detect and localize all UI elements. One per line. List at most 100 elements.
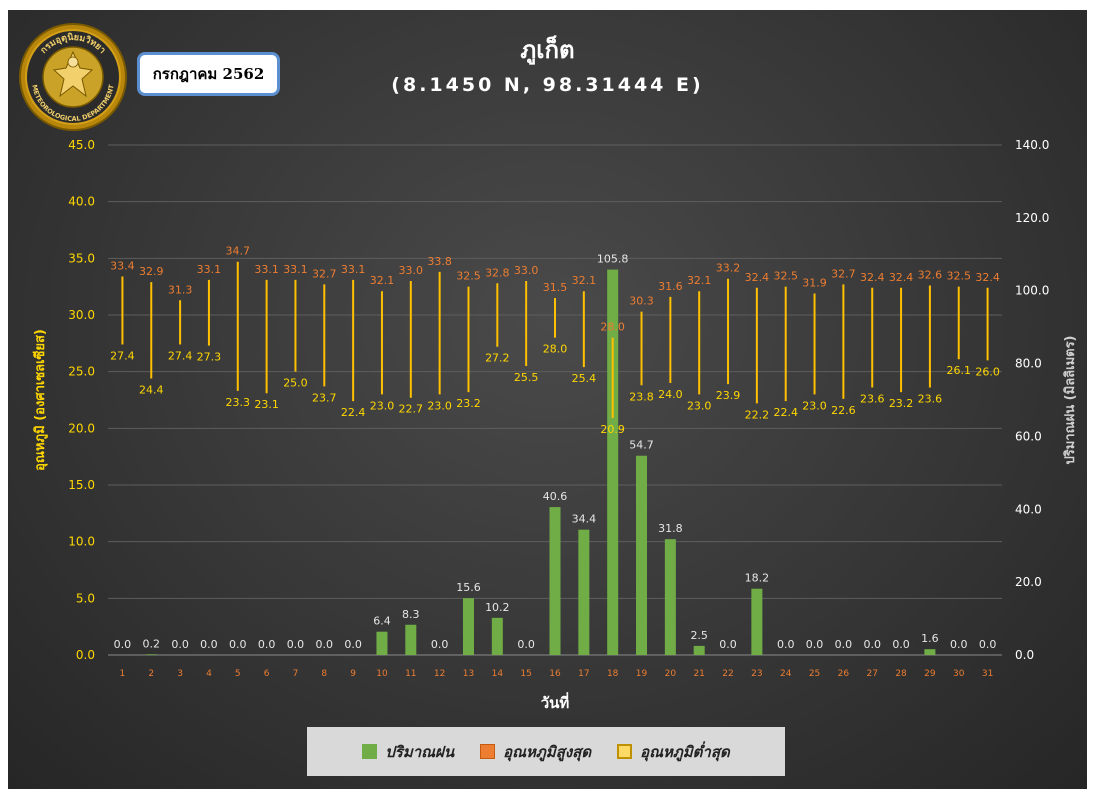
right-axis-tick-label: 20.0: [1015, 575, 1042, 589]
x-tick-label: 21: [693, 669, 704, 679]
rain-data-label: 40.6: [543, 490, 568, 503]
left-axis-tick-label: 0.0: [76, 648, 95, 662]
x-tick-label: 28: [895, 669, 907, 679]
max-temp-label: 33.0: [399, 264, 424, 277]
rain-data-label: 18.2: [745, 572, 770, 585]
min-temp-label: 27.3: [197, 351, 222, 364]
rain-bar: [405, 624, 417, 655]
x-tick-label: 16: [549, 669, 561, 679]
max-temp-label: 31.6: [658, 280, 683, 293]
legend-item-max-temp: อุณหภูมิสูงสุด: [480, 740, 591, 764]
right-axis-tick-label: 120.0: [1015, 211, 1049, 225]
rain-data-label: 105.8: [597, 253, 629, 266]
max-temp-label: 31.9: [802, 276, 827, 289]
min-temp-label: 25.5: [514, 371, 539, 384]
rain-data-label: 31.8: [658, 522, 683, 535]
rain-data-label: 8.3: [402, 608, 420, 621]
left-axis-tick-label: 15.0: [68, 478, 95, 492]
rain-data-label: 0.0: [171, 638, 189, 651]
max-temp-label: 32.4: [860, 271, 885, 284]
min-temp-label: 22.6: [831, 404, 856, 417]
max-temp-label: 32.5: [773, 270, 798, 283]
left-axis-tick-label: 40.0: [68, 195, 95, 209]
x-tick-label: 1: [120, 669, 126, 679]
max-temp-label: 32.9: [139, 265, 164, 278]
x-tick-label: 2: [148, 669, 154, 679]
legend-swatch-max-temp: [480, 744, 496, 759]
left-axis-tick-label: 5.0: [76, 591, 95, 605]
min-temp-label: 28.0: [543, 343, 568, 356]
left-axis-title: อุณหภูมิ (องศาเซลเซียส): [32, 329, 48, 471]
rain-data-label: 0.0: [835, 638, 853, 651]
x-tick-label: 9: [350, 669, 356, 679]
rain-bar: [578, 529, 590, 655]
x-tick-label: 18: [607, 669, 619, 679]
rain-data-label: 15.6: [456, 581, 481, 594]
max-temp-label: 32.4: [975, 271, 1000, 284]
max-temp-label: 32.7: [831, 267, 856, 280]
rain-bar: [549, 507, 561, 655]
rain-bar: [376, 631, 388, 655]
left-axis-tick-label: 30.0: [68, 308, 95, 322]
left-axis-tick-label: 20.0: [68, 421, 95, 435]
right-axis-tick-label: 60.0: [1015, 429, 1042, 443]
min-temp-label: 27.4: [168, 349, 193, 362]
rain-data-label: 0.0: [863, 638, 881, 651]
min-temp-label: 23.2: [889, 397, 914, 410]
max-temp-label: 32.5: [946, 270, 971, 283]
left-axis-tick-label: 10.0: [68, 535, 95, 549]
min-temp-label: 26.1: [946, 364, 971, 377]
rain-bar: [636, 455, 648, 655]
min-temp-label: 26.0: [975, 365, 1000, 378]
rain-bar: [664, 539, 676, 655]
chart-legend: ปริมาณฝน อุณหภูมิสูงสุด อุณหภูมิต่ำสุด: [307, 727, 785, 776]
rain-bar: [693, 645, 705, 655]
max-temp-label: 33.2: [716, 262, 741, 275]
x-tick-label: 25: [809, 669, 820, 679]
chart-title: ภูเก็ต: [520, 36, 575, 64]
rain-data-label: 0.0: [316, 638, 334, 651]
min-temp-label: 22.2: [745, 408, 770, 421]
rain-data-label: 0.0: [200, 638, 218, 651]
x-tick-label: 30: [953, 669, 965, 679]
legend-label-rain: ปริมาณฝน: [385, 742, 455, 761]
rain-data-label: 54.7: [629, 439, 654, 452]
min-temp-label: 25.4: [572, 372, 597, 385]
rain-data-label: 0.0: [344, 638, 362, 651]
x-tick-label: 7: [293, 669, 299, 679]
rain-data-label: 0.0: [892, 638, 910, 651]
x-tick-label: 5: [235, 669, 241, 679]
legend-swatch-rain: [362, 744, 378, 759]
min-temp-label: 23.0: [802, 399, 827, 412]
min-temp-label: 23.0: [427, 399, 452, 412]
max-temp-label: 32.1: [572, 274, 597, 287]
x-tick-label: 23: [751, 669, 762, 679]
rain-data-label: 0.0: [229, 638, 247, 651]
right-axis-tick-label: 0.0: [1015, 648, 1034, 662]
right-axis-tick-label: 80.0: [1015, 357, 1042, 371]
max-temp-label: 33.4: [110, 259, 135, 272]
legend-label-min-temp: อุณหภูมิต่ำสุด: [640, 742, 730, 761]
x-tick-label: 22: [722, 669, 733, 679]
min-temp-label: 20.9: [600, 423, 625, 436]
x-tick-label: 20: [665, 669, 677, 679]
max-temp-label: 32.4: [745, 271, 770, 284]
legend-item-min-temp: อุณหภูมิต่ำสุด: [617, 740, 730, 764]
max-temp-label: 32.1: [370, 274, 395, 287]
min-temp-label: 24.4: [139, 383, 164, 396]
rain-data-label: 0.0: [806, 638, 824, 651]
x-tick-label: 31: [982, 669, 993, 679]
rain-data-label: 0.0: [517, 638, 535, 651]
max-temp-label: 32.4: [889, 271, 914, 284]
legend-swatch-min-temp: [617, 744, 633, 759]
rain-data-label: 6.4: [373, 615, 391, 628]
x-tick-label: 14: [492, 669, 504, 679]
max-temp-label: 33.1: [283, 263, 308, 276]
min-temp-label: 25.0: [283, 377, 308, 390]
rain-data-label: 0.0: [979, 638, 997, 651]
rain-data-label: 0.2: [143, 637, 161, 650]
legend-item-rain: ปริมาณฝน: [362, 740, 454, 764]
x-tick-label: 12: [434, 669, 445, 679]
x-tick-label: 11: [405, 669, 416, 679]
